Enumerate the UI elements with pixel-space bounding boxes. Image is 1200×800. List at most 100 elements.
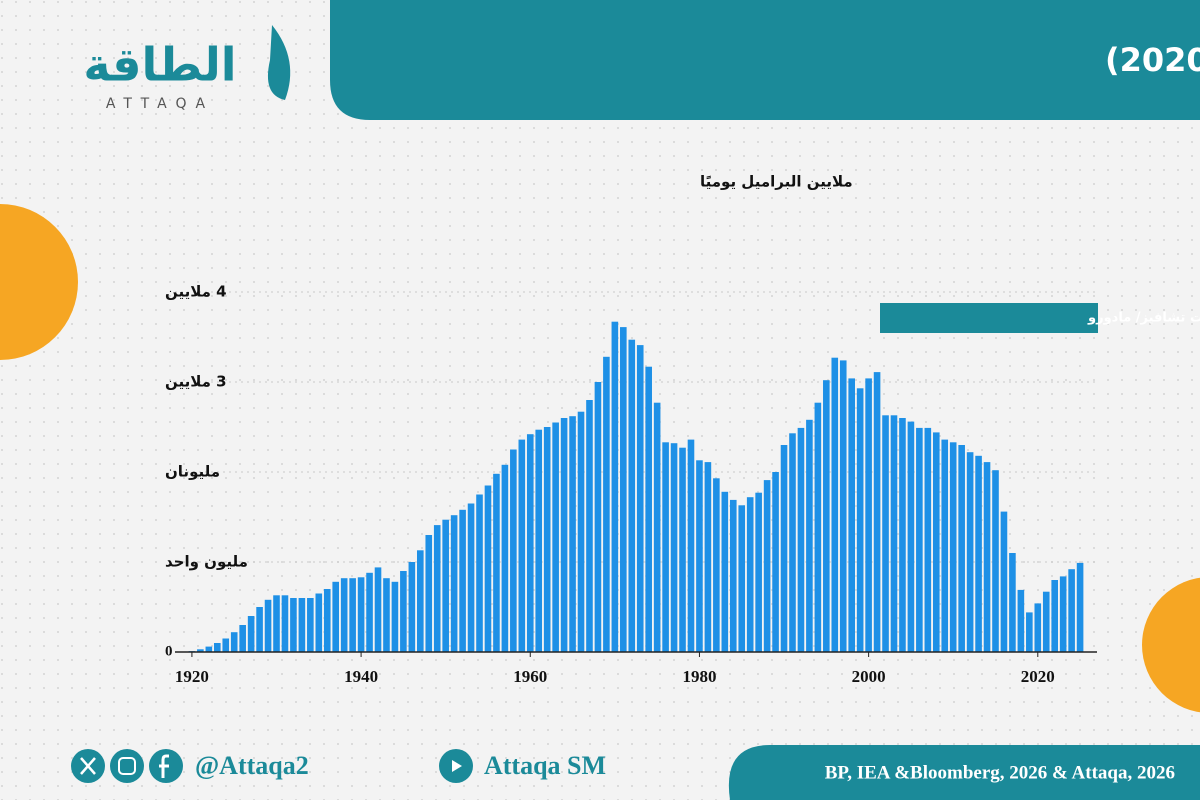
bar: [569, 416, 576, 652]
bar: [442, 519, 449, 652]
x-tick-label: 1940: [344, 667, 378, 686]
logo-sub: ATTAQA: [106, 96, 214, 112]
bar: [992, 470, 999, 652]
bar: [307, 598, 314, 652]
bar: [493, 473, 500, 652]
bar: [932, 432, 940, 652]
bar: [789, 433, 796, 652]
bar: [273, 595, 280, 652]
bar: [1000, 511, 1008, 652]
icon-instagram-glyph: [118, 757, 136, 775]
bar: [755, 492, 762, 652]
bar: [662, 442, 669, 652]
bar: [780, 445, 788, 652]
bar: [222, 638, 230, 652]
annotation: حكومات تشافيز/ مادورو: [1087, 311, 1200, 326]
bar: [586, 400, 593, 652]
bar: [721, 491, 729, 652]
bar: [806, 419, 813, 652]
bar: [459, 509, 466, 652]
bar: [899, 418, 906, 652]
x-tick-label: 1960: [513, 667, 547, 686]
bar: [772, 472, 779, 652]
bar: [594, 382, 602, 652]
decor-circle: [0, 204, 78, 360]
footer-bar: [728, 745, 1200, 800]
bar: [975, 455, 982, 652]
bar: [949, 442, 957, 652]
x-tick-label: 2000: [852, 667, 886, 686]
bar: [941, 439, 949, 652]
y-tick-label: مليون واحد: [165, 553, 248, 571]
source: BP, IEA &Bloomberg, 2026 & Attaqa, 2026: [825, 762, 1175, 783]
bar: [239, 625, 246, 652]
bar: [501, 464, 509, 652]
bar: [746, 497, 754, 652]
bar: [653, 402, 661, 652]
icon-youtube-glyph: [452, 760, 462, 772]
y-unit: ملايين البراميل يوميًا: [700, 173, 853, 191]
bar: [315, 593, 323, 652]
bar: [916, 427, 923, 652]
bar: [679, 447, 686, 652]
bar: [797, 427, 805, 652]
y-tick-label: 0: [165, 643, 173, 659]
bar: [323, 589, 331, 652]
y-tick-label: مليونان: [165, 463, 220, 481]
bar: [433, 525, 441, 652]
bar: [611, 321, 619, 652]
bar: [450, 515, 458, 652]
bar: [636, 345, 644, 652]
social-handle: @Attaqa2: [195, 751, 309, 780]
bar: [738, 505, 746, 652]
bar: [518, 439, 526, 652]
bar: [205, 646, 213, 652]
bar: [670, 443, 678, 652]
bar: [958, 445, 965, 652]
x-tick-label: 2020: [1021, 667, 1055, 686]
bar: [603, 356, 610, 652]
bar: [1034, 603, 1042, 652]
bar: [535, 429, 543, 652]
y-tick-label: 4 ملايين: [165, 283, 227, 301]
bar: [696, 460, 703, 652]
bar: [197, 649, 204, 652]
bar: [577, 411, 585, 652]
bar: [383, 578, 390, 652]
x-tick-label: 1980: [682, 667, 716, 686]
bar: [1076, 562, 1084, 652]
bar: [425, 535, 433, 652]
bar: [357, 577, 365, 652]
bar: [247, 616, 255, 652]
bar: [831, 357, 839, 652]
bar: [476, 494, 483, 652]
bar: [374, 567, 382, 652]
icon-instagram: [110, 749, 144, 783]
bar: [484, 485, 492, 652]
bar: [281, 595, 289, 652]
bar: [814, 402, 822, 652]
bar: [687, 439, 695, 652]
bar: [230, 632, 238, 652]
header-bar: [330, 0, 1200, 120]
bar: [256, 607, 263, 652]
bar: [890, 415, 898, 652]
bar: [1059, 576, 1067, 652]
bar: [264, 599, 272, 652]
bar: [408, 562, 416, 652]
bar: [856, 388, 864, 652]
bar: [628, 339, 636, 652]
annotation-box: [880, 303, 1098, 333]
bar: [729, 499, 737, 652]
bar: [1042, 591, 1050, 652]
title: إنتاج النفط في فنزويلا (1920 - 2020): [1105, 41, 1200, 80]
bar: [391, 581, 399, 652]
icon-x-glyph: [80, 757, 96, 775]
bar: [1068, 569, 1075, 652]
bar: [340, 578, 348, 652]
bar: [417, 550, 424, 652]
bar: [713, 478, 720, 652]
bar: [645, 366, 652, 652]
bar: [966, 452, 974, 652]
